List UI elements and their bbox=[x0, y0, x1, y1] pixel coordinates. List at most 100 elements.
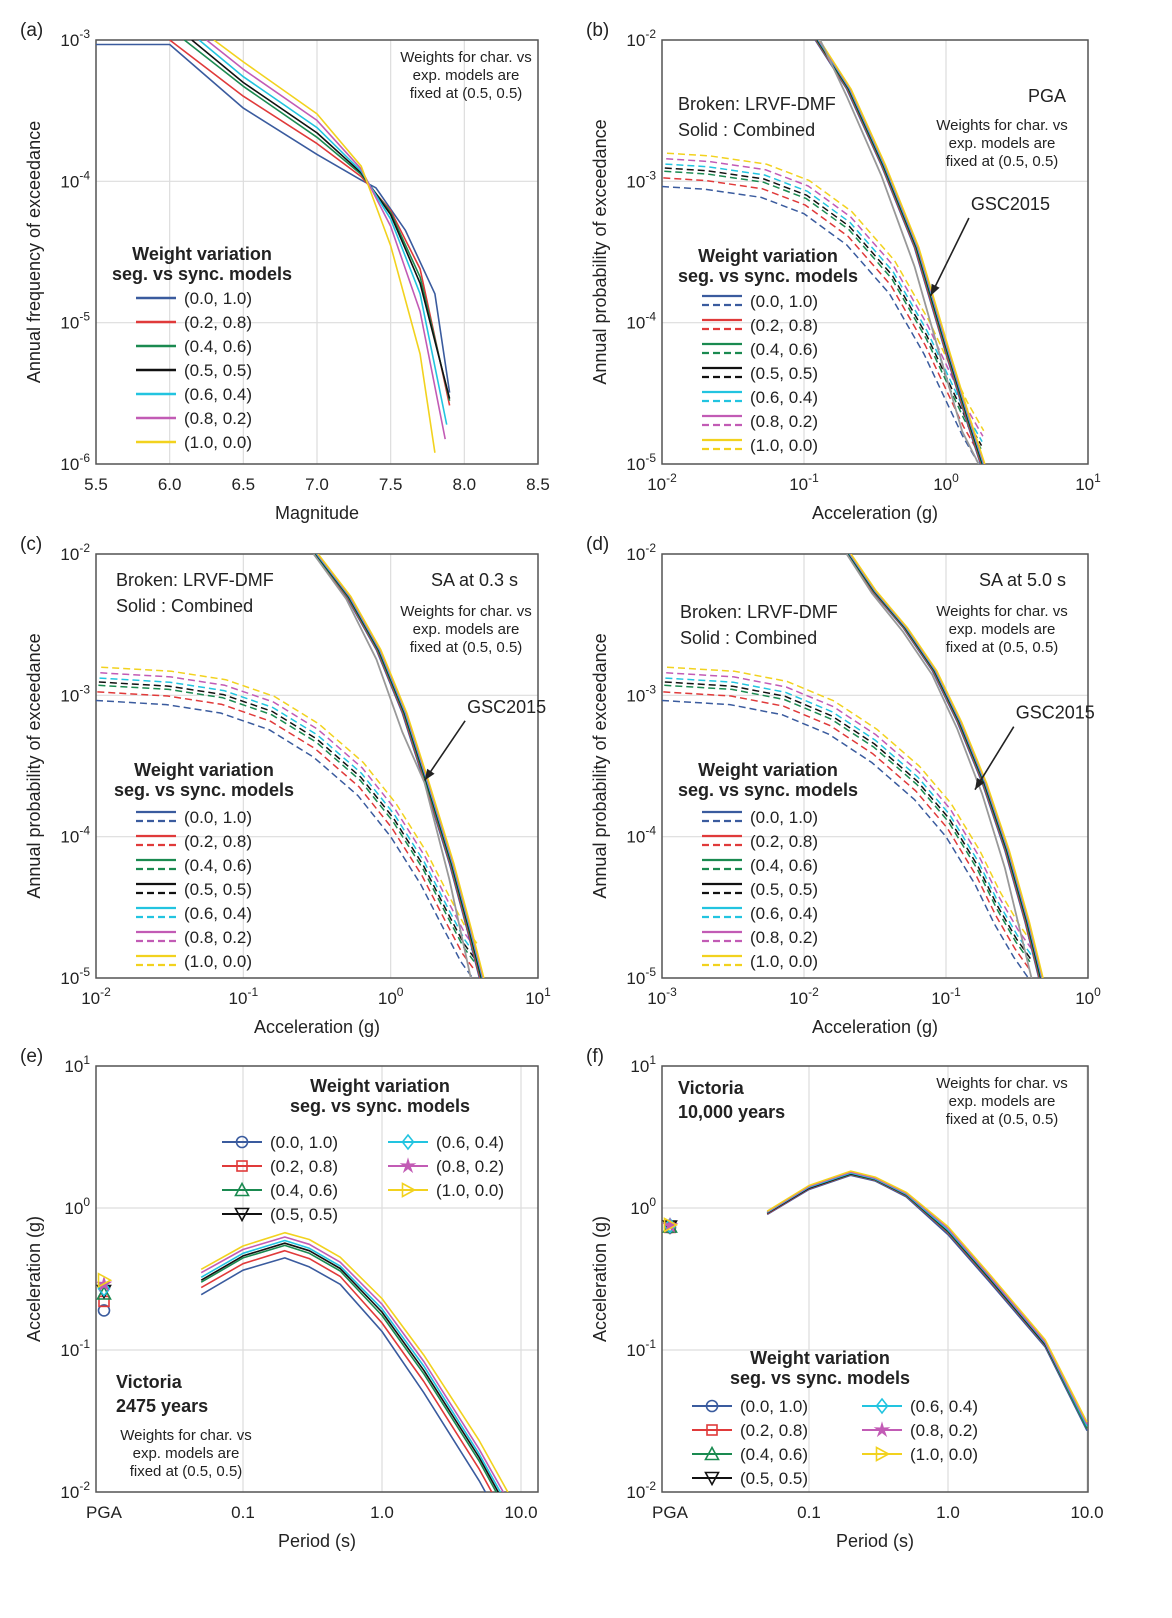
tick-base: 10 bbox=[60, 455, 79, 474]
panel-d: 10-3 10-2 10-1 10010-510-410-310-2Accelerat… bbox=[586, 534, 1101, 1037]
panel-label: (c) bbox=[20, 534, 42, 555]
tick-exponent: 0 bbox=[83, 1195, 90, 1209]
tick-base: 10 bbox=[1075, 475, 1094, 494]
tick-label: 10-4 bbox=[626, 310, 656, 333]
location-title: Victoria bbox=[116, 1372, 183, 1392]
legend-label: (0.2, 0.8) bbox=[750, 316, 818, 335]
x-tick-label: PGA bbox=[86, 1503, 123, 1522]
plot-area bbox=[662, 554, 1044, 978]
legend-subtitle: seg. vs sync. models bbox=[290, 1096, 470, 1116]
legend-label: (0.2, 0.8) bbox=[740, 1421, 808, 1440]
legend-label: (0.6, 0.4) bbox=[750, 388, 818, 407]
series-line-7 bbox=[213, 40, 436, 453]
tick-exponent: -3 bbox=[79, 27, 90, 41]
annotation-arrow-line bbox=[929, 217, 970, 297]
legend-label: (0.4, 0.6) bbox=[270, 1181, 338, 1200]
tick-exponent: -2 bbox=[645, 27, 656, 41]
gsc2015-label: GSC2015 bbox=[971, 194, 1050, 214]
dashed-series-6 bbox=[100, 672, 478, 951]
tick-label: 100 bbox=[933, 471, 959, 494]
legend-label: (1.0, 0.0) bbox=[750, 436, 818, 455]
weights-note-line: Weights for char. vs bbox=[936, 117, 1067, 134]
legend-label: (0.8, 0.2) bbox=[910, 1421, 978, 1440]
tick-base: 10 bbox=[626, 1483, 645, 1502]
dashed-series-4 bbox=[664, 681, 1032, 961]
tick-label: 100 bbox=[1075, 985, 1101, 1008]
tick-exponent: -4 bbox=[645, 310, 656, 324]
tick-label: 10-5 bbox=[626, 451, 656, 474]
dashed-series-6 bbox=[666, 672, 1034, 951]
tick-base: 10 bbox=[626, 172, 645, 191]
tick-base: 10 bbox=[60, 1483, 79, 1502]
spectrum-line-5 bbox=[200, 1239, 502, 1492]
tick-exponent: -2 bbox=[645, 1479, 656, 1493]
spectrum-line-3 bbox=[200, 1244, 498, 1492]
tick-label: 101 bbox=[630, 1053, 656, 1076]
plot-frame bbox=[661, 1065, 1089, 1493]
panel-title: SA at 5.0 s bbox=[979, 570, 1066, 590]
legend-label: (0.5, 0.5) bbox=[750, 880, 818, 899]
dashed-series-4 bbox=[664, 167, 983, 446]
dashed-series-2 bbox=[663, 177, 981, 456]
y-axis-label: Annual probability of exceedance bbox=[24, 633, 44, 898]
legend-label: (0.0, 1.0) bbox=[740, 1397, 808, 1416]
tick-exponent: -2 bbox=[666, 471, 677, 485]
legend-marker bbox=[235, 1135, 249, 1149]
x-axis-label: Period (s) bbox=[278, 1531, 356, 1551]
tick-exponent: -2 bbox=[100, 985, 111, 999]
dashed-series-7 bbox=[666, 666, 1034, 946]
weights-note-line: fixed at (0.5, 0.5) bbox=[946, 639, 1059, 656]
plot-area bbox=[766, 1170, 1088, 1432]
y-axis-label: Acceleration (g) bbox=[590, 1216, 610, 1342]
panel-c: 10-2 10-1 100 10110-510-410-310-2Accelerati… bbox=[20, 534, 551, 1037]
tick-exponent: -5 bbox=[79, 965, 90, 979]
tick-base: 10 bbox=[378, 989, 397, 1008]
tick-exponent: -1 bbox=[79, 1337, 90, 1351]
legend-label: (0.2, 0.8) bbox=[270, 1157, 338, 1176]
return-period-title: 10,000 years bbox=[678, 1102, 785, 1122]
weights-note-line: fixed at (0.5, 0.5) bbox=[946, 153, 1059, 170]
x-tick-label: 10.0 bbox=[1070, 1503, 1103, 1522]
series-line-2 bbox=[169, 40, 451, 406]
spectrum-line-1 bbox=[200, 1257, 487, 1492]
x-tick-label: 7.5 bbox=[379, 475, 403, 494]
tick-exponent: -5 bbox=[645, 965, 656, 979]
dashed-series-2 bbox=[97, 691, 475, 970]
tick-base: 10 bbox=[64, 1199, 83, 1218]
tick-label: 10-4 bbox=[626, 824, 656, 847]
gsc2015-label: GSC2015 bbox=[1016, 703, 1095, 723]
spectrum-line-4 bbox=[200, 1242, 500, 1492]
dashed-series-3 bbox=[98, 684, 476, 964]
tick-base: 10 bbox=[60, 686, 79, 705]
plot-area bbox=[96, 40, 451, 453]
y-axis-label: Annual probability of exceedance bbox=[590, 633, 610, 898]
tick-label: 10-2 bbox=[626, 1479, 656, 1502]
y-axis-label: Annual frequency of exceedance bbox=[24, 121, 44, 383]
tick-base: 10 bbox=[789, 989, 808, 1008]
dashed-series-4 bbox=[98, 681, 477, 961]
panel-label: (e) bbox=[20, 1046, 43, 1067]
tick-exponent: -1 bbox=[808, 471, 819, 485]
tick-base: 10 bbox=[64, 1057, 83, 1076]
legend-subtitle: seg. vs sync. models bbox=[114, 780, 294, 800]
x-axis-label: Period (s) bbox=[836, 1531, 914, 1551]
tick-exponent: -5 bbox=[645, 451, 656, 465]
series-line-4 bbox=[191, 40, 451, 399]
tick-label: 10-2 bbox=[647, 471, 677, 494]
tick-label: 10-5 bbox=[60, 310, 90, 333]
tick-exponent: 1 bbox=[649, 1053, 656, 1067]
weights-note-line: Weights for char. vs bbox=[936, 603, 1067, 620]
legend-broken-text: Broken: LRVF-DMF bbox=[116, 570, 274, 590]
legend-label: (0.5, 0.5) bbox=[184, 880, 252, 899]
panel-b: 10-2 10-1 100 10110-510-410-310-2Accelerati… bbox=[586, 20, 1101, 523]
legend-marker bbox=[875, 1397, 889, 1415]
tick-base: 10 bbox=[626, 455, 645, 474]
legend-label: (0.0, 1.0) bbox=[184, 289, 252, 308]
dashed-series-3 bbox=[664, 170, 982, 450]
tick-base: 10 bbox=[626, 1341, 645, 1360]
series-line-1 bbox=[96, 43, 451, 393]
tick-exponent: 0 bbox=[649, 1195, 656, 1209]
legend-label: (1.0, 0.0) bbox=[184, 433, 252, 452]
legend-marker bbox=[706, 1424, 718, 1436]
solid-series-5 bbox=[817, 40, 985, 464]
